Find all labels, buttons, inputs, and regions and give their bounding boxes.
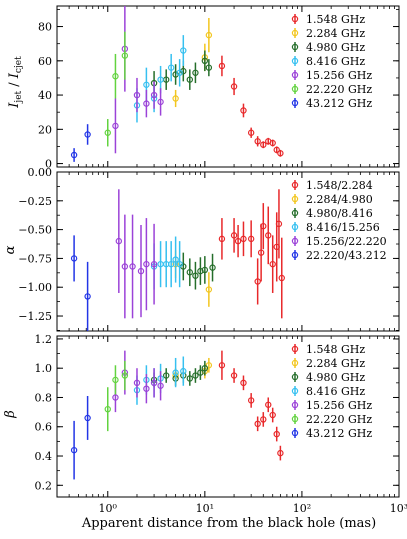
y-tick-label: 1.2 bbox=[35, 333, 53, 346]
series-1-548-GHz bbox=[219, 56, 283, 157]
legend-label: 2.284/4.980 bbox=[306, 193, 373, 206]
y-axis-label-middle: α bbox=[3, 245, 18, 254]
series-1-548-2-284 bbox=[219, 189, 284, 318]
legend-label: 4.980/8.416 bbox=[306, 207, 373, 220]
series-2-284-GHz bbox=[173, 18, 211, 107]
legend-label: 4.980 GHz bbox=[306, 41, 365, 54]
legend-label: 15.256/22.220 bbox=[306, 235, 387, 248]
panel-middle: 0.00 −0.25 −0.50 −0.75 −1.00 −1.25 1.548/2.284… bbox=[18, 166, 399, 331]
x-tick-label: 10¹ bbox=[196, 502, 214, 515]
x-axis-label: Apparent distance from the black hole (m… bbox=[81, 516, 376, 531]
legend-label: 8.416 GHz bbox=[306, 55, 365, 68]
legend-label: 22.220 GHz bbox=[306, 83, 372, 96]
series-15-256-GHz bbox=[113, 6, 163, 153]
y-tick-label: 0.8 bbox=[35, 391, 53, 404]
y-tick-label: 0.00 bbox=[28, 166, 53, 179]
y-tick-label: −0.50 bbox=[18, 224, 52, 237]
series-43-212-GHz bbox=[71, 396, 90, 479]
legend-label: 15.256 GHz bbox=[306, 399, 372, 412]
y-tick-label: −1.00 bbox=[18, 281, 52, 294]
y-tick-label: 60 bbox=[38, 55, 52, 68]
legend-label: 15.256 GHz bbox=[306, 69, 372, 82]
legend-label: 22.220 GHz bbox=[306, 413, 372, 426]
y-tick-label: 40 bbox=[38, 89, 52, 102]
series-15-256-22-220 bbox=[116, 189, 156, 318]
y-tick-label: 1.0 bbox=[35, 362, 53, 375]
legend-label: 1.548 GHz bbox=[306, 343, 365, 356]
y-tick-label: 20 bbox=[38, 123, 52, 136]
legend-label: 8.416 GHz bbox=[306, 385, 365, 398]
legend-label: 43.212 GHz bbox=[306, 97, 372, 110]
legend-label: 2.284 GHz bbox=[306, 27, 365, 40]
legend-label: 8.416/15.256 bbox=[306, 221, 380, 234]
legend-middle: 1.548/2.2842.284/4.9804.980/8.4168.416/1… bbox=[292, 179, 386, 262]
legend-label: 1.548/2.284 bbox=[306, 179, 373, 192]
y-tick-label: −0.25 bbox=[18, 195, 52, 208]
y-tick-label: 0.4 bbox=[35, 450, 53, 463]
x-tick-label: 10⁰ bbox=[99, 502, 118, 515]
x-tick-label: 10² bbox=[293, 502, 311, 515]
series-1-548-GHz bbox=[219, 351, 283, 461]
series-22-220-43-212 bbox=[71, 235, 90, 331]
legend-label: 4.980 GHz bbox=[306, 371, 365, 384]
legend-label: 2.284 GHz bbox=[306, 357, 365, 370]
series-2-284-4-980 bbox=[173, 250, 211, 306]
y-tick-label: 0.2 bbox=[35, 479, 53, 492]
y-tick-label: 0.6 bbox=[35, 421, 53, 434]
y-axis-label-top: Ijet / Icjet bbox=[7, 56, 24, 109]
legend-label: 43.212 GHz bbox=[306, 427, 372, 440]
legend-label: 1.548 GHz bbox=[306, 13, 365, 26]
x-tick-label: 10³ bbox=[390, 502, 407, 515]
legend-label: 22.220/43.212 bbox=[306, 249, 387, 262]
y-tick-label: −1.25 bbox=[18, 310, 52, 323]
series-15-256-GHz bbox=[113, 351, 163, 412]
y-tick-label: −0.75 bbox=[18, 252, 52, 265]
series-22-220-GHz bbox=[105, 361, 127, 431]
y-axis-label-bottom: β bbox=[3, 410, 18, 419]
series-43-212-GHz bbox=[71, 124, 90, 162]
series-4-980-8-416 bbox=[181, 253, 215, 290]
y-tick-label: 80 bbox=[38, 21, 52, 34]
